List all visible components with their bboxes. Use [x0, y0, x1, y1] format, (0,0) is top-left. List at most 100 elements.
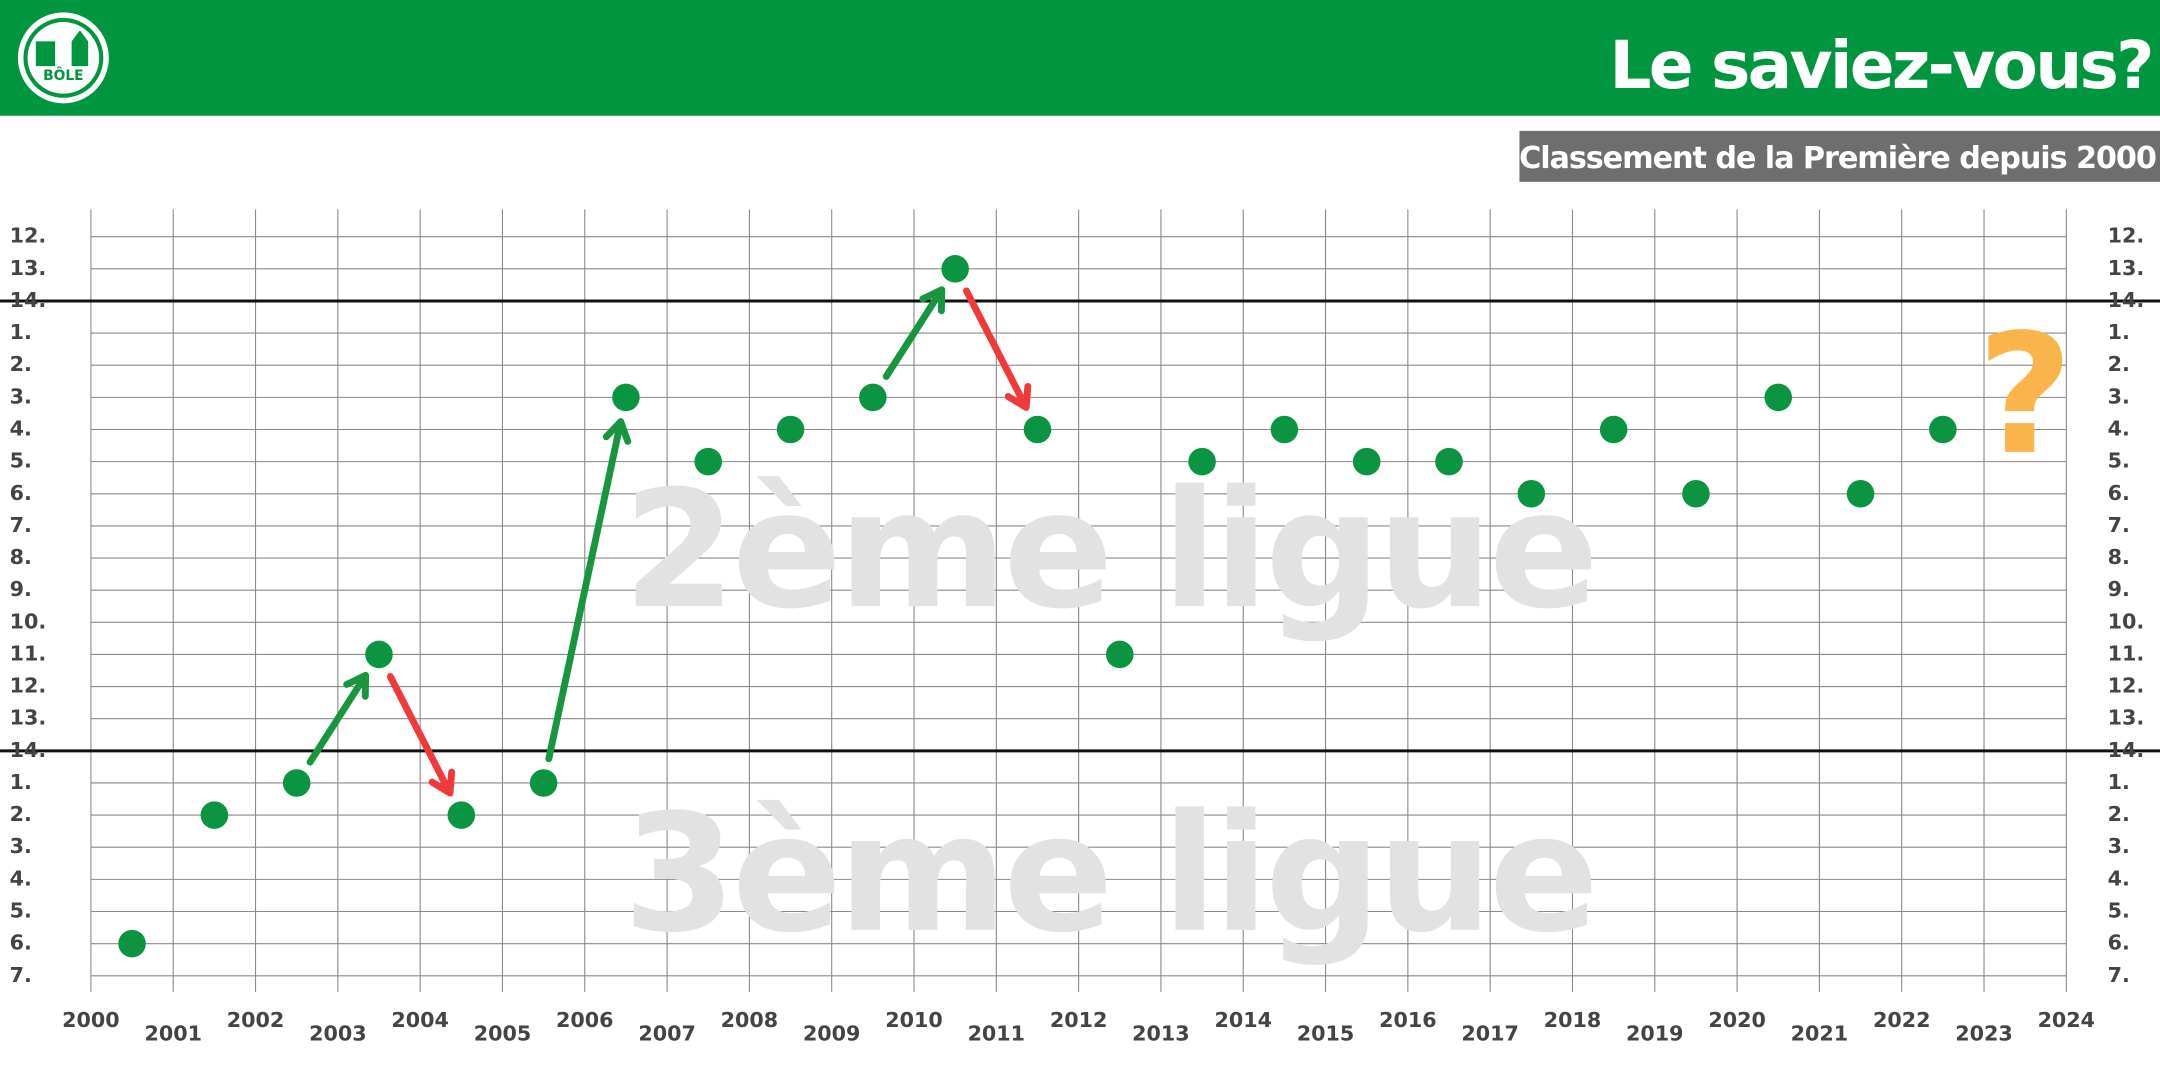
arrow-down	[963, 287, 1032, 411]
point	[1682, 479, 1710, 508]
x-tick-label: 2007	[638, 1022, 696, 1046]
x-tick-label: 2012	[1050, 1008, 1108, 1032]
point	[1929, 415, 1957, 444]
y-tick-label: 10.	[2108, 609, 2145, 633]
x-tick-label: 2010	[885, 1008, 942, 1032]
y-tick-label: 6.	[10, 481, 32, 505]
y-tick-label: 4.	[10, 866, 32, 890]
y-tick-label: 7.	[10, 963, 32, 987]
y-tick-label: 3.	[2108, 834, 2130, 858]
y-tick-label: 14.	[10, 738, 47, 762]
y-tick-label: 1.	[2108, 320, 2130, 344]
y-tick-label: 7.	[2108, 513, 2130, 537]
point	[1188, 447, 1216, 476]
watermark: 2ème ligue	[623, 456, 1595, 645]
subtitle-box	[1519, 130, 2160, 182]
y-tick-label: 2.	[10, 802, 32, 826]
x-tick-label: 2011	[968, 1022, 1026, 1046]
arrow-up	[882, 286, 946, 380]
y-tick-label: 11.	[2108, 641, 2145, 665]
y-tick-label: 6.	[10, 931, 32, 955]
y-tick-label: 3.	[2108, 384, 2130, 408]
chart-title: Le saviez-vous?	[1609, 27, 2151, 104]
y-tick-label: 1.	[10, 320, 32, 344]
y-tick-label: 14.	[2108, 738, 2145, 762]
y-tick-label: 9.	[2108, 577, 2130, 601]
point	[200, 801, 229, 829]
point	[529, 769, 558, 797]
point	[612, 383, 640, 412]
arrow-up	[306, 671, 370, 766]
y-tick-label: 8.	[10, 545, 32, 569]
x-tick-label: 2024	[2038, 1008, 2096, 1032]
point	[282, 769, 311, 797]
x-tick-label: 2005	[474, 1022, 532, 1046]
x-tick-label: 2018	[1544, 1008, 1602, 1032]
point	[1435, 447, 1463, 476]
chart-subtitle: Classement de la Première depuis 2000	[1519, 141, 2156, 176]
arrow-down	[386, 673, 456, 797]
y-tick-label: 4.	[10, 417, 32, 441]
y-tick-label: 11.	[10, 641, 47, 665]
point	[365, 640, 393, 669]
x-tick-label: 2021	[1791, 1022, 1849, 1046]
x-tick-label: 2008	[721, 1008, 778, 1032]
x-tick-label: 2014	[1214, 1008, 1272, 1032]
x-tick-label: 2017	[1461, 1022, 1519, 1046]
y-tick-label: 14.	[10, 288, 47, 312]
logo-text: BÔLE	[43, 66, 83, 84]
x-tick-label: 2013	[1132, 1022, 1190, 1046]
y-tick-label: 4.	[2108, 866, 2130, 890]
y-tick-label: 12.	[10, 674, 47, 698]
question-mark: ?	[1977, 299, 2073, 491]
y-tick-label: 6.	[2108, 931, 2130, 955]
y-tick-label: 5.	[10, 899, 32, 923]
grid: 2000 2001 2002 2003 2004 2005 2006 2007 2008 2009…	[0, 209, 2160, 1046]
x-tick-label: 2020	[1708, 1008, 1766, 1032]
y-tick-label: 12.	[2108, 224, 2145, 248]
x-tick-label: 2019	[1626, 1022, 1684, 1046]
y-tick-label: 7.	[2108, 963, 2130, 987]
y-tick-label: 13.	[10, 706, 47, 730]
y-tick-label: 6.	[2108, 481, 2130, 505]
y-tick-label: 14.	[2108, 288, 2145, 312]
point	[694, 447, 723, 476]
x-tick-label: 2001	[144, 1022, 202, 1046]
y-tick-label: 12.	[10, 224, 47, 248]
y-tick-label: 3.	[10, 384, 32, 408]
y-tick-label: 5.	[10, 449, 32, 473]
y-tick-label: 10.	[10, 609, 47, 633]
point	[1106, 640, 1134, 669]
point	[1846, 479, 1875, 508]
x-tick-label: 2016	[1379, 1008, 1437, 1032]
point	[1023, 415, 1052, 444]
y-tick-label: 7.	[10, 513, 32, 537]
x-tick-label: 2015	[1297, 1022, 1355, 1046]
x-tick-label: 2004	[391, 1008, 449, 1032]
y-tick-label: 2.	[10, 352, 32, 376]
y-tick-label: 1.	[10, 770, 32, 794]
point	[1599, 415, 1628, 444]
marks	[118, 255, 1957, 958]
point	[1517, 479, 1546, 508]
y-tick-label: 2.	[2108, 802, 2130, 826]
watermark: 3ème ligue	[623, 780, 1595, 969]
y-tick-label: 4.	[2108, 417, 2130, 441]
point	[1270, 415, 1299, 444]
point	[1764, 383, 1793, 412]
point	[447, 801, 476, 829]
point	[776, 415, 805, 444]
arrow-up	[545, 418, 632, 763]
x-tick-label: 2022	[1873, 1008, 1931, 1032]
y-tick-label: 1.	[2108, 770, 2130, 794]
point	[859, 383, 887, 412]
y-tick-label: 13.	[10, 256, 47, 280]
y-tick-label: 2.	[2108, 352, 2130, 376]
logo: BÔLE	[17, 12, 109, 104]
x-tick-label: 2006	[556, 1008, 614, 1032]
x-tick-label: 2023	[1955, 1022, 2013, 1046]
y-tick-label: 13.	[2108, 256, 2145, 280]
x-tick-label: 2003	[309, 1022, 366, 1046]
y-tick-label: 5.	[2108, 449, 2130, 473]
